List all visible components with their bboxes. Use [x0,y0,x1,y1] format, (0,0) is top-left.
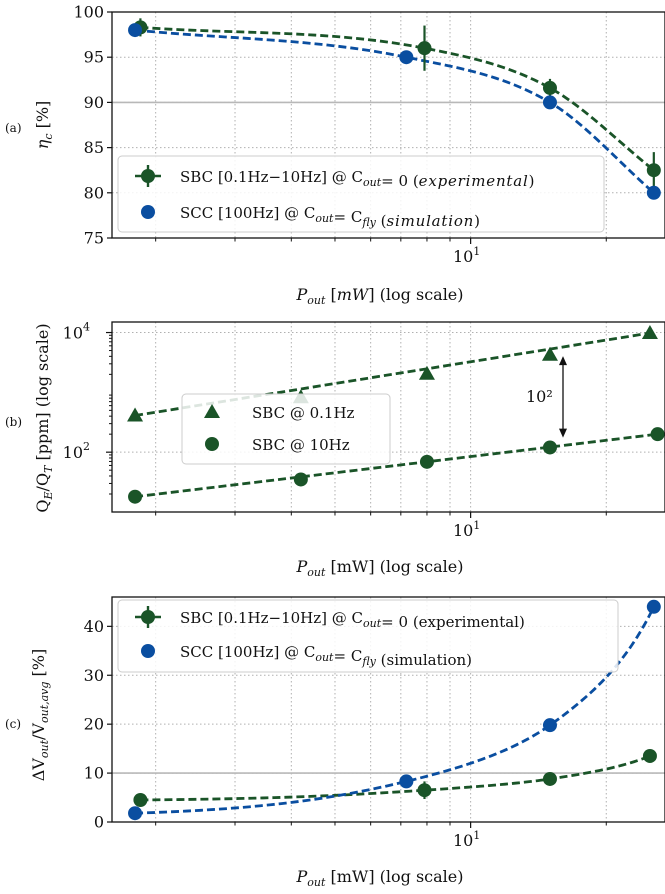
panel-b-10hz-fit-line [134,432,658,499]
panel-b-0p1hz-point [641,325,658,340]
panel-c-legend-sbc-marker [141,610,155,624]
panel-a-y-axis-label: ηc [%] [33,101,55,150]
panel-c-sbc-fit-curve [140,754,651,802]
panel-c-tag: (c) [5,717,21,731]
panel-b: 102 104 101 SBC @ 0.1Hz SBC @ 10Hz 10² (b)… [5,321,665,579]
panel-a-legend-sbc-label: SBC [0.1Hz−10Hz] @ Cout= 0 (experimental… [180,168,534,190]
panel-c-fit-curves [135,606,656,815]
panel-a-y-tick-label: 100 [73,3,104,22]
panel-b-10hz-point [293,472,308,487]
panel-a-legend: SBC [0.1Hz−10Hz] @ Cout= 0 (experimental… [117,155,605,233]
panel-a-legend-scc-label: SCC [100Hz] @ Cout= Cfly (simulation) [180,204,480,230]
panel-c-y-tick-label: 40 [84,617,104,636]
panel-c-frame [111,596,665,823]
panel-a-y-tick-label: 75 [84,229,104,248]
panel-a-x-axis-label: Pout [mW] (log scale) [295,285,463,307]
panel-a-sbc-point [417,41,432,56]
panel-c-sbc-point [417,783,432,798]
panel-a-scc-point [128,23,143,38]
panel-b-y-tick-label: 102 [63,440,90,462]
panel-a-sbc-point [542,80,557,95]
panel-c-y-ticks: 0 10 20 30 40 [84,617,112,832]
panel-c-y-axis-label: ΔVout/Vout,avg [%] [29,649,51,781]
panel-c-y-tick-label: 30 [84,666,104,685]
panel-c-y-tick-label: 0 [94,813,104,832]
panel-a-scc-point [399,50,414,65]
panel-a-frame [111,11,665,239]
panel-b-y-ticks: 102 104 [63,321,112,495]
panel-b-x-axis-label: Pout [mW] (log scale) [295,557,463,579]
panel-c-scc-point [399,774,414,789]
panel-a-y-tick-label: 85 [84,138,104,157]
panel-a-data-marks [128,18,661,200]
panel-a-legend-sbc-marker [141,169,155,183]
panel-b-x-tick-label: 101 [453,519,480,540]
panel-b-10hz-point [419,454,434,469]
panel-b-tag: (b) [5,415,22,429]
panel-a-legend-box [117,155,605,233]
panel-c-legend-scc-label: SCC [100Hz] @ Cout= Cfly (simulation) [180,643,472,669]
panel-b-annotation-arrow-head-down [559,428,567,438]
panel-c-legend: SBC [0.1Hz−10Hz] @ Cout= 0 (experimental… [117,599,619,673]
panel-b-10hz-point [128,489,143,504]
panel-b-y-axis-label: QE/QT [ppm] (log scale) [33,323,55,512]
panel-c-legend-box [117,599,619,673]
panel-a-legend-scc-marker [141,205,155,219]
panel-b-frame [111,321,665,513]
panel-b-0p1hz-point [418,365,435,380]
panel-a-y-tick-label: 95 [84,48,104,67]
panel-a-sbc-point [646,163,661,178]
panel-a-x-ticks: 101 [155,238,607,266]
panel-c-sbc-point [133,792,148,807]
panel-c-scc-fit-curve [135,606,656,815]
panel-b-annotation-label: 10² [526,387,553,406]
panel-b-x-ticks: 101 [155,512,607,540]
panel-a-scc-point [646,185,661,200]
panel-b-legend-0p1hz-marker [204,404,220,418]
panel-a-scc-point [542,95,557,110]
panel-b-annotation: 10² [526,356,567,438]
panel-c-legend-sbc-label: SBC [0.1Hz−10Hz] @ Cout= 0 (experimental… [180,609,525,631]
panel-b-legend-10hz-label: SBC @ 10Hz [252,436,350,454]
panel-c-legend-scc-marker [141,644,155,658]
panel-a-x-tick-label: 101 [453,245,480,266]
panel-b-10hz-point [650,427,665,442]
panel-a-fit-curves [134,25,655,194]
panel-c-scc-point [128,806,143,821]
panel-b-legend-10hz-marker [205,437,219,451]
panel-a: 75 80 85 90 95 100 101 SBC [0.1Hz−10Hz] @ Cou… [5,3,665,307]
panel-b-y-tick-label: 104 [63,321,90,343]
panel-b-10hz-point [542,440,557,455]
panel-a-scc-fit-curve [134,28,655,194]
panel-c-data-marks [128,599,661,821]
panel-c-scc-point [646,599,661,614]
panel-c-scc-point [542,718,557,733]
panel-a-y-ticks: 75 80 85 90 95 100 [73,3,112,248]
panel-a-y-tick-label: 90 [84,93,104,112]
panel-a-tag: (a) [5,121,22,135]
panel-b-legend: SBC @ 0.1Hz SBC @ 10Hz [181,393,391,465]
panel-b-legend-0p1hz-label: SBC @ 0.1Hz [252,404,355,422]
panel-c-y-tick-label: 10 [84,764,104,783]
panel-c: 0 10 20 30 40 101 SBC [0.1Hz−10Hz] @ Cout= 0… [5,596,665,889]
panel-b-annotation-arrow-head-up [559,356,567,366]
panel-c-y-tick-label: 20 [84,715,104,734]
panel-c-x-ticks: 101 [155,822,607,850]
panel-c-x-tick-label: 101 [453,829,480,850]
panel-b-0p1hz-point [541,346,558,361]
panel-a-y-tick-label: 80 [84,183,104,202]
panel-b-0p1hz-point [127,407,144,422]
panel-c-x-axis-label: Pout [mW] (log scale) [295,867,463,889]
panel-c-sbc-point [642,748,657,763]
panel-b-legend-box [181,393,391,465]
panel-c-sbc-point [542,771,557,786]
panel-a-sbc-fit-curve [140,25,655,172]
